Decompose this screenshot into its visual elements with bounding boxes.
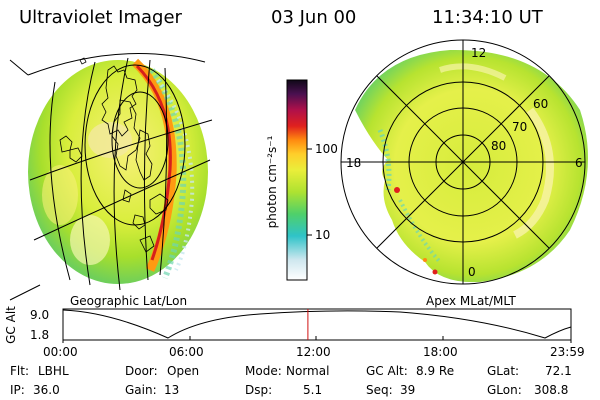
time-tick-1200: 12:00 xyxy=(296,345,331,359)
colorbar xyxy=(286,79,312,281)
info-gcalt-label: GC Alt: xyxy=(366,364,408,378)
apex-polar-plot xyxy=(340,39,588,285)
header-date: 03 Jun 00 xyxy=(271,7,357,28)
instrument-title: Ultraviolet Imager xyxy=(19,7,182,28)
colorbar-tick-10: 10 xyxy=(315,228,331,242)
geographic-image xyxy=(9,53,213,301)
info-mode-value: Normal xyxy=(286,364,330,378)
lat-label-70: 70 xyxy=(512,120,528,134)
mlt-label-12: 12 xyxy=(471,46,487,60)
info-door-value: Open xyxy=(167,364,200,378)
altitude-tick-low: 1.8 xyxy=(30,328,50,342)
altitude-plot xyxy=(62,308,572,343)
info-glon-value: 308.8 xyxy=(534,383,569,397)
time-tick-2359: 23:59 xyxy=(550,345,585,359)
time-tick-1800: 18:00 xyxy=(423,345,458,359)
info-door-label: Door: xyxy=(125,364,158,378)
apex-caption: Apex MLat/MLT xyxy=(426,294,516,308)
time-tick-0600: 06:00 xyxy=(169,345,204,359)
info-flt-value: LBHL xyxy=(38,364,69,378)
info-seq-label: Seq: xyxy=(366,383,393,397)
info-seq-value: 39 xyxy=(400,383,416,397)
info-gain-label: Gain: xyxy=(125,383,157,397)
info-dsp-label: Dsp: xyxy=(245,383,273,397)
geographic-caption: Geographic Lat/Lon xyxy=(70,294,188,308)
mlt-label-6: 6 xyxy=(575,156,583,170)
altitude-tick-high: 9.0 xyxy=(30,308,50,322)
colorbar-units-label: photon cm⁻²s⁻¹ xyxy=(265,135,279,229)
time-tick-0000: 00:00 xyxy=(43,345,78,359)
lat-label-60: 60 xyxy=(533,97,549,111)
mlt-label-18: 18 xyxy=(346,156,362,170)
info-gain-value: 13 xyxy=(164,383,180,397)
colorbar-tick-100: 100 xyxy=(315,142,338,156)
info-gcalt-value: 8.9 Re xyxy=(416,364,455,378)
info-glon-label: GLon: xyxy=(487,383,522,397)
altitude-ylabel: GC Alt xyxy=(4,306,18,344)
lat-label-80: 80 xyxy=(491,139,507,153)
info-mode-label: Mode: xyxy=(245,364,282,378)
info-dsp-value: 5.1 xyxy=(303,383,323,397)
info-ip-value: 36.0 xyxy=(33,383,60,397)
info-glat-label: GLat: xyxy=(487,364,520,378)
header-time: 11:34:10 UT xyxy=(432,7,543,28)
info-glat-value: 72.1 xyxy=(545,364,572,378)
info-ip-label: IP: xyxy=(10,383,25,397)
mlt-label-0: 0 xyxy=(468,265,476,279)
info-flt-label: Flt: xyxy=(10,364,29,378)
